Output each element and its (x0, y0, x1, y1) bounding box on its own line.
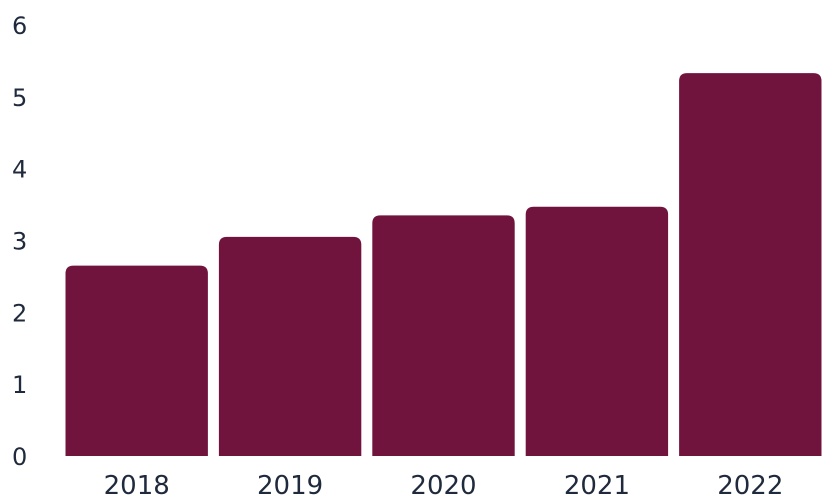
x-tick-label-2018: 2018 (104, 471, 170, 499)
y-tick-label-3: 3 (12, 228, 27, 256)
y-tick-label-5: 5 (12, 84, 27, 112)
x-tick-label-2019: 2019 (257, 471, 323, 499)
bars (65, 73, 822, 457)
x-tick-label-2022: 2022 (717, 471, 783, 499)
y-axis-ticks: 0 1 2 3 4 5 6 (12, 12, 27, 471)
y-tick-label-1: 1 (12, 371, 27, 399)
bar-2019 (218, 236, 362, 456)
bar-2022 (679, 73, 822, 457)
bar-2021 (525, 206, 669, 456)
x-axis-labels: 2018 2019 2020 2021 2022 (104, 471, 784, 499)
x-tick-label-2021: 2021 (564, 471, 630, 499)
y-tick-label-0: 0 (12, 443, 27, 471)
y-tick-label-2: 2 (12, 299, 27, 327)
y-tick-label-6: 6 (12, 12, 27, 40)
bar-2020 (372, 215, 515, 456)
bar-2018 (65, 265, 208, 456)
y-tick-label-4: 4 (12, 156, 27, 184)
x-tick-label-2020: 2020 (410, 471, 476, 499)
